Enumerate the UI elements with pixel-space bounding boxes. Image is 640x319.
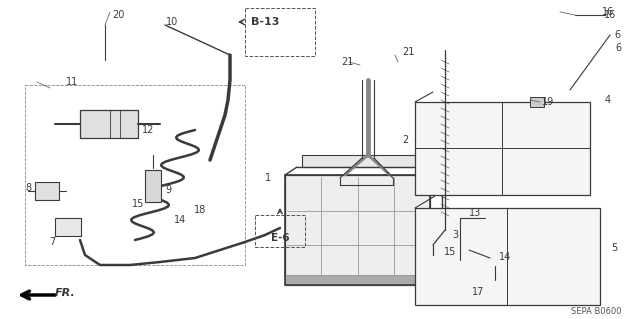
Circle shape <box>354 59 366 71</box>
Circle shape <box>292 22 298 28</box>
Bar <box>302 155 437 167</box>
Polygon shape <box>430 167 442 285</box>
Bar <box>25 85 245 265</box>
Polygon shape <box>590 92 608 195</box>
Bar <box>285 275 430 285</box>
Text: 6: 6 <box>614 30 620 40</box>
Text: 2: 2 <box>402 135 408 145</box>
Text: 11: 11 <box>66 77 78 87</box>
Bar <box>285 175 430 285</box>
Text: 16: 16 <box>602 7 614 17</box>
Text: SEPA B0600: SEPA B0600 <box>571 308 621 316</box>
Text: 12: 12 <box>142 125 154 135</box>
Circle shape <box>61 220 75 234</box>
Polygon shape <box>35 60 55 95</box>
Circle shape <box>98 11 112 25</box>
Bar <box>285 175 430 285</box>
Polygon shape <box>415 196 620 208</box>
Text: 13: 13 <box>469 208 481 218</box>
Text: FR.: FR. <box>54 288 76 298</box>
Polygon shape <box>600 196 620 305</box>
Circle shape <box>461 264 479 282</box>
Text: 6: 6 <box>615 43 621 53</box>
Bar <box>145 170 161 202</box>
Circle shape <box>533 98 541 106</box>
Circle shape <box>288 18 302 32</box>
Text: 15: 15 <box>444 247 456 257</box>
Ellipse shape <box>145 198 161 206</box>
Circle shape <box>389 49 401 61</box>
Text: 5: 5 <box>611 243 617 253</box>
Text: 3: 3 <box>452 230 458 240</box>
Text: 9: 9 <box>165 185 171 195</box>
Text: 7: 7 <box>49 237 55 247</box>
Circle shape <box>392 52 398 58</box>
Text: 14: 14 <box>174 215 186 225</box>
Ellipse shape <box>339 167 353 174</box>
Ellipse shape <box>374 167 388 174</box>
Polygon shape <box>415 92 608 102</box>
Text: 17: 17 <box>472 287 484 297</box>
Bar <box>80 110 138 138</box>
Circle shape <box>455 243 469 257</box>
Text: 21: 21 <box>402 47 414 57</box>
Circle shape <box>102 15 108 21</box>
Text: 4: 4 <box>605 95 611 105</box>
Text: E-6: E-6 <box>271 233 289 243</box>
Text: 20: 20 <box>112 10 124 20</box>
Circle shape <box>357 62 363 68</box>
Circle shape <box>461 286 469 294</box>
Ellipse shape <box>489 43 521 61</box>
Circle shape <box>492 257 498 263</box>
Bar <box>415 102 590 195</box>
Text: 19: 19 <box>542 97 554 107</box>
Bar <box>255 215 305 247</box>
Ellipse shape <box>145 166 161 174</box>
Bar <box>415 208 600 305</box>
Text: 10: 10 <box>166 17 178 27</box>
Bar <box>55 218 81 236</box>
Circle shape <box>457 282 473 298</box>
Text: B-13: B-13 <box>251 17 279 27</box>
Bar <box>245 8 315 56</box>
Text: 1: 1 <box>265 173 271 183</box>
Circle shape <box>489 254 501 266</box>
Circle shape <box>571 11 579 19</box>
Polygon shape <box>285 167 442 175</box>
Text: 15: 15 <box>132 199 144 209</box>
Ellipse shape <box>306 167 320 174</box>
Circle shape <box>467 92 477 102</box>
Bar <box>530 97 544 107</box>
Text: 21: 21 <box>341 57 353 67</box>
Circle shape <box>568 8 582 22</box>
Bar <box>35 182 59 200</box>
Text: 16: 16 <box>604 10 616 20</box>
Polygon shape <box>400 18 590 100</box>
Text: 18: 18 <box>194 205 206 215</box>
Text: 8: 8 <box>25 183 31 193</box>
Text: 14: 14 <box>499 252 511 262</box>
